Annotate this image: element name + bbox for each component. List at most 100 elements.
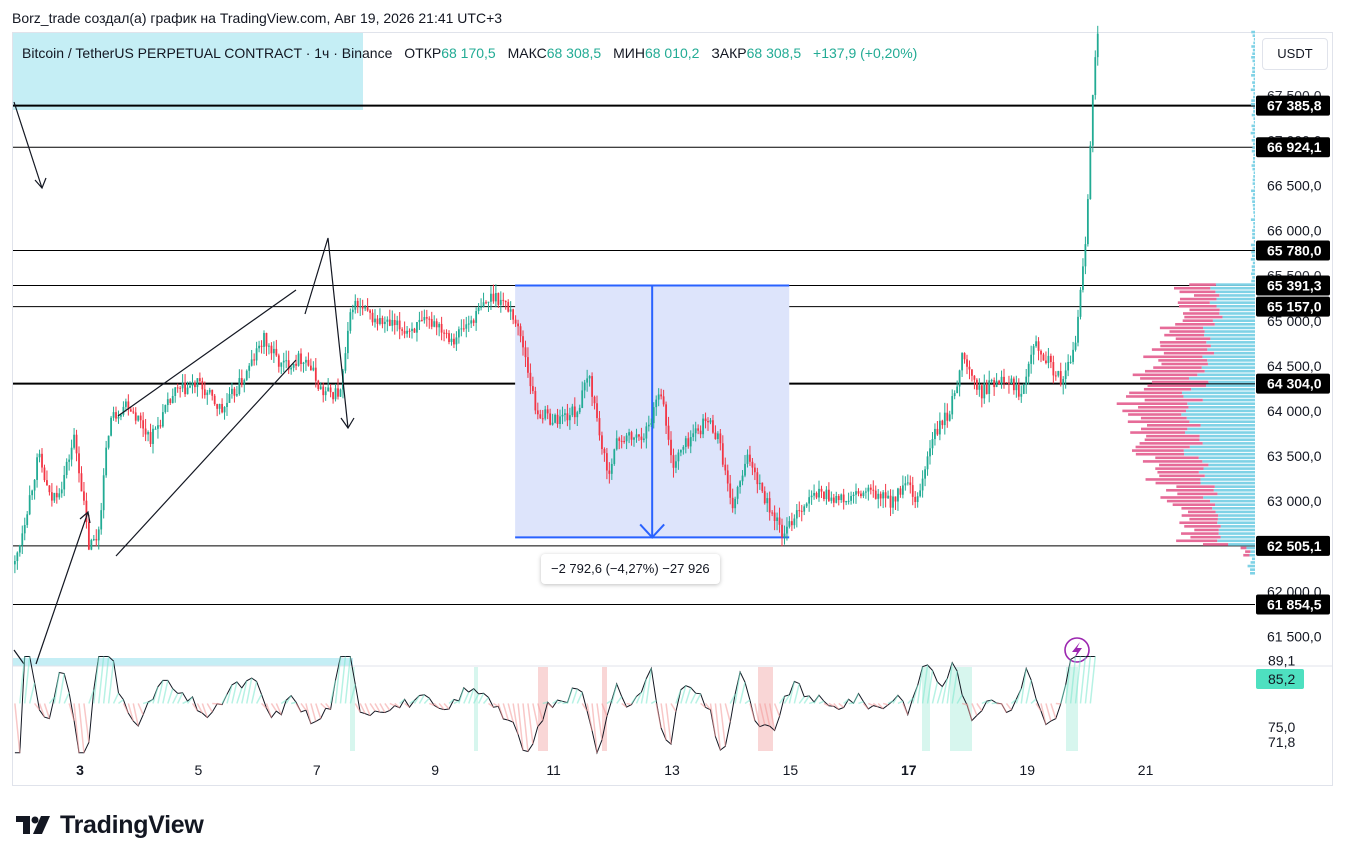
candle-body-up xyxy=(152,428,154,444)
channel-upper-line xyxy=(117,289,297,417)
rsi-fill xyxy=(522,703,529,752)
rsi-fill xyxy=(409,699,415,705)
vp-bar-up xyxy=(1187,402,1255,405)
candle-body-up xyxy=(978,385,981,390)
vp-bar-up xyxy=(1187,427,1255,431)
price-tick-5: 65 000,0 xyxy=(1267,313,1322,329)
vp-bar-down xyxy=(1160,344,1211,348)
candle-body-down xyxy=(879,493,882,499)
rsi-fill xyxy=(1079,656,1087,704)
candle-body-up xyxy=(615,438,618,450)
candle-body-up xyxy=(137,415,140,421)
rsi-fill xyxy=(488,702,494,708)
candle-body-up xyxy=(736,486,739,499)
rsi-fill xyxy=(759,703,766,725)
candle-body-up xyxy=(120,414,122,417)
candle-body-down xyxy=(420,319,423,321)
candle-body-down xyxy=(78,453,80,474)
rsi-fill xyxy=(813,694,820,704)
candle-body-down xyxy=(314,367,317,381)
candle-body-down xyxy=(139,415,142,421)
candle-body-up xyxy=(739,481,741,487)
vp-bar-up xyxy=(1185,409,1255,413)
candle-body-up xyxy=(901,485,904,495)
rsi-fill xyxy=(1084,656,1092,704)
vp-bar-up xyxy=(1252,160,1255,164)
rsi-fill xyxy=(1045,703,1052,722)
rsi-fill xyxy=(557,700,563,705)
vp-bar-up xyxy=(1214,323,1255,326)
candle-body-up xyxy=(23,525,26,534)
vp-bar-up xyxy=(1218,532,1255,535)
candle-body-down xyxy=(95,539,98,541)
symbol-name[interactable]: Bitcoin / TetherUS PERPETUAL CONTRACT · … xyxy=(22,45,393,61)
candle-body-down xyxy=(914,496,917,503)
brand[interactable]: TradingView xyxy=(14,808,204,842)
candle-body-down xyxy=(707,421,709,423)
candle-body-down xyxy=(41,453,43,468)
vp-bar-down xyxy=(1184,525,1221,528)
candle-body-down xyxy=(127,401,130,410)
vp-bar-down xyxy=(1176,539,1218,543)
vp-bar-down xyxy=(1179,290,1216,294)
level-tag-7 xyxy=(1256,594,1330,615)
rsi-fill xyxy=(502,703,509,721)
level-tag-label-0: 67 385,8 xyxy=(1267,98,1322,114)
rsi-fill xyxy=(818,700,825,705)
candle-body-up xyxy=(285,360,288,362)
candle-body-up xyxy=(958,370,961,387)
rsi-fill xyxy=(675,689,682,704)
symbol-legend: Bitcoin / TetherUS PERPETUAL CONTRACT · … xyxy=(22,45,917,61)
candle-body-down xyxy=(453,338,455,345)
rsi-fill xyxy=(418,694,425,704)
vp-bar-up xyxy=(1217,521,1255,525)
candle-body-down xyxy=(203,389,206,396)
rsi-fill xyxy=(719,703,727,747)
candle-body-up xyxy=(988,380,991,394)
rsi-fill xyxy=(1005,703,1013,711)
candle-body-down xyxy=(815,492,818,498)
candle-body-down xyxy=(1045,360,1047,364)
candle-body-down xyxy=(361,306,364,309)
low-value: 68 010,2 xyxy=(644,45,700,61)
candle-body-down xyxy=(159,425,162,427)
candle-body-down xyxy=(980,385,983,399)
vp-bar-up xyxy=(1251,268,1255,272)
candle-body-down xyxy=(768,498,771,513)
vp-bar-up xyxy=(1253,63,1255,66)
candle-body-down xyxy=(749,454,751,462)
candle-body-down xyxy=(179,387,182,389)
candle-body-up xyxy=(90,540,93,550)
candle-body-up xyxy=(847,500,850,502)
candle-body-up xyxy=(613,449,616,464)
candle-body-up xyxy=(482,302,485,307)
rsi-fill xyxy=(482,697,490,704)
candle-body-down xyxy=(714,432,717,440)
candle-body-up xyxy=(758,482,761,485)
vp-bar-down xyxy=(1140,416,1187,420)
candle-body-down xyxy=(376,318,379,324)
candle-body-down xyxy=(522,336,524,348)
candle-body-up xyxy=(480,306,482,308)
vp-bar-up xyxy=(1252,146,1255,149)
price-tick-2: 66 500,0 xyxy=(1267,178,1322,194)
candle-body-down xyxy=(608,470,611,474)
rsi-fill xyxy=(98,656,105,704)
price-tick-12: 61 500,0 xyxy=(1267,629,1322,645)
vp-bar-up xyxy=(1251,113,1255,117)
candle-body-down xyxy=(295,363,297,366)
vp-bar-up xyxy=(1222,315,1255,319)
rsi-fill xyxy=(1035,703,1042,712)
candle-body-up xyxy=(867,487,870,492)
vp-bar-down xyxy=(1129,391,1182,395)
candle-body-down xyxy=(640,436,643,440)
candle-body-down xyxy=(593,396,596,404)
currency-button[interactable]: USDT xyxy=(1262,38,1328,70)
candle-body-up xyxy=(855,491,857,495)
candle-body-down xyxy=(87,522,90,550)
date-tick-8: 19 xyxy=(1019,762,1035,778)
candle-body-up xyxy=(642,438,645,440)
vp-bar-up xyxy=(1203,467,1255,470)
rsi-fill xyxy=(458,687,465,704)
